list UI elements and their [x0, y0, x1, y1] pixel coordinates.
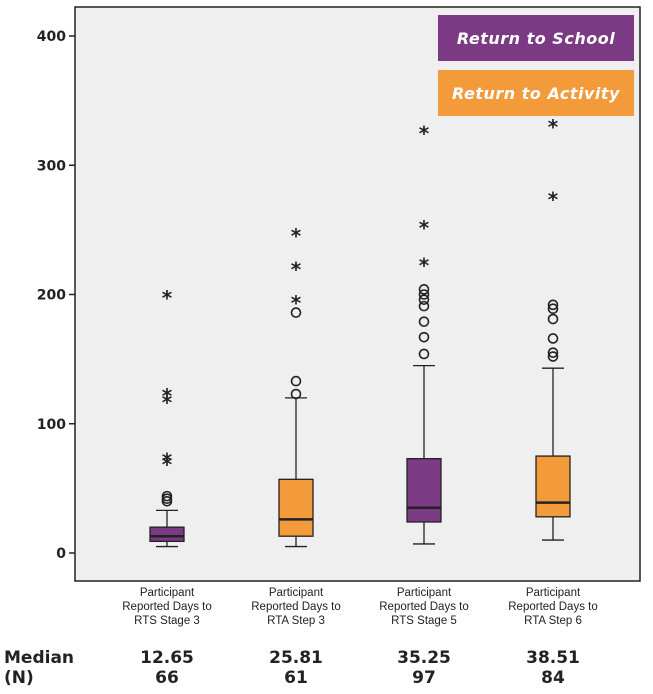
n-value: 84	[541, 668, 565, 688]
category-label-rts-stage-3: Participant Reported Days to RTS Stage 3	[102, 586, 232, 628]
extreme-point: *	[419, 122, 430, 146]
y-tick-label: 400	[37, 29, 66, 45]
y-tick-label: 300	[37, 158, 66, 174]
category-label-line: RTA Step 3	[267, 615, 325, 627]
outlier-point	[290, 307, 302, 318]
y-tick-label: 100	[37, 417, 66, 433]
outlier-point	[547, 299, 559, 311]
category-label-rta-step-6: Participant Reported Days to RTA Step 6	[488, 586, 618, 628]
outlier-point	[418, 316, 430, 327]
median-value: 35.25	[397, 648, 451, 668]
extreme-point: *	[548, 188, 559, 212]
category-label-rts-stage-5: Participant Reported Days to RTS Stage 5	[359, 586, 489, 628]
outlier-point	[161, 490, 173, 502]
extreme-point: *	[419, 216, 430, 240]
category-label-line: Participant	[139, 587, 195, 599]
median-value: 38.51	[526, 648, 580, 668]
median-row-label: Median	[4, 648, 75, 668]
legend-return-to-activity: Return to Activity	[438, 70, 634, 116]
extreme-point: *	[548, 115, 559, 139]
category-label-line: RTS Stage 3	[134, 615, 200, 627]
y-tick-label: 200	[37, 288, 66, 304]
box-iqr	[406, 457, 442, 523]
box-iqr	[149, 526, 185, 543]
outlier-point	[547, 333, 559, 344]
extreme-point: *	[162, 286, 173, 310]
outlier-point	[547, 351, 559, 362]
box-iqr	[278, 478, 314, 537]
n-value: 66	[155, 668, 179, 688]
outlier-point	[418, 348, 430, 360]
extreme-point: *	[419, 253, 430, 277]
outlier-point	[547, 347, 559, 358]
n-value: 97	[412, 668, 436, 688]
outlier-point	[418, 284, 430, 295]
outlier-point	[418, 300, 430, 312]
category-label-line: Reported Days to	[251, 601, 341, 613]
n-value: 61	[284, 668, 308, 688]
legend-return-to-school: Return to School	[438, 15, 634, 61]
extreme-point: *	[162, 384, 173, 408]
extreme-point: *	[291, 257, 302, 281]
median-value: 25.81	[269, 648, 323, 668]
category-label-line: Participant	[268, 587, 324, 599]
extreme-point: *	[291, 291, 302, 315]
box-iqr	[535, 455, 571, 518]
y-tick-label: 0	[56, 546, 66, 562]
n-row-label: (N)	[4, 668, 34, 688]
category-label-line: Participant	[396, 587, 452, 599]
outlier-point	[547, 303, 559, 315]
category-label-line: Reported Days to	[122, 601, 212, 613]
extreme-point: *	[162, 453, 173, 477]
category-label-rta-step-3: Participant Reported Days to RTA Step 3	[231, 586, 361, 628]
outlier-point	[290, 375, 302, 387]
extreme-point: *	[162, 390, 173, 414]
category-label-line: Reported Days to	[508, 601, 598, 613]
median-value: 12.65	[140, 648, 194, 668]
extreme-point: *	[162, 449, 173, 473]
category-label-line: RTS Stage 5	[391, 615, 457, 627]
outlier-point	[418, 331, 430, 343]
extreme-point: *	[291, 224, 302, 248]
outlier-point	[418, 294, 430, 305]
category-label-line: Participant	[525, 587, 581, 599]
outlier-point	[547, 313, 559, 325]
outlier-point	[418, 289, 430, 300]
outlier-point	[290, 388, 302, 400]
category-label-line: RTA Step 6	[524, 615, 582, 627]
category-label-line: Reported Days to	[379, 601, 469, 613]
